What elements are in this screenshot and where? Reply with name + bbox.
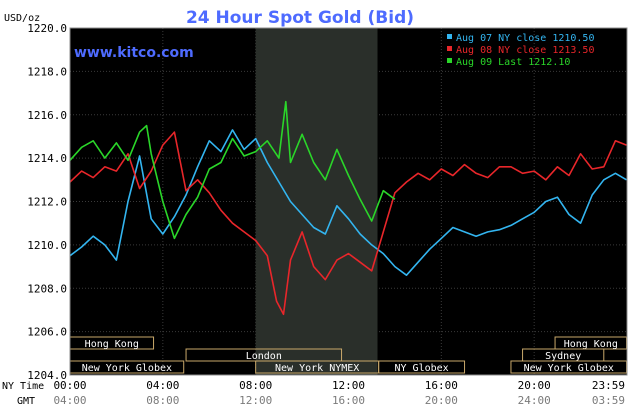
x-tick-label-gmt: 16:00 xyxy=(332,394,365,407)
x-tick-label-ny: 08:00 xyxy=(239,379,272,392)
x-tick-label-gmt: 08:00 xyxy=(146,394,179,407)
x-tick-label-gmt: 04:00 xyxy=(53,394,86,407)
nymex-session-band xyxy=(255,28,378,375)
y-axis-unit-label: USD/oz xyxy=(4,13,40,24)
session-label: New York Globex xyxy=(82,363,172,374)
legend-swatch xyxy=(447,34,452,39)
y-tick-label: 1210.0 xyxy=(27,239,67,252)
session-label: Sydney xyxy=(545,351,581,362)
session-label: NY Globex xyxy=(395,363,449,374)
x-tick-label-ny: 00:00 xyxy=(53,379,86,392)
session-label: New York Globex xyxy=(524,363,614,374)
series-line-3 xyxy=(69,100,396,240)
y-tick-label: 1218.0 xyxy=(27,65,67,78)
x-tick-label-ny: 23:59 xyxy=(592,379,625,392)
axis-layer: 1220.0 1218.0 1216.0 1214.0 1212.0 1210.0 1208… xyxy=(27,22,625,407)
x-tick-label-ny: 04:00 xyxy=(146,379,179,392)
session-box xyxy=(378,360,466,374)
x-tick-label-gmt: 12:00 xyxy=(239,394,272,407)
x-tick-label-ny: 12:00 xyxy=(332,379,365,392)
watermark-url: www.kitco.com xyxy=(74,45,194,61)
legend-swatch xyxy=(447,46,452,51)
x-tick-label-gmt: 03:59 xyxy=(592,394,625,407)
x-row-label-gmt: GMT xyxy=(17,396,35,407)
series-line-1 xyxy=(69,129,627,277)
timestamp-label: August 09, 2018 14:07 xyxy=(468,15,607,28)
session-label: New York NYMEX xyxy=(275,363,359,374)
legend-entry: Aug 07 NY close 1210.50 xyxy=(456,33,594,44)
y-tick-label: 1204.0 xyxy=(27,369,67,382)
session-layer: Hong Kong London New York Globex New York N… xyxy=(69,336,628,374)
plot-frame xyxy=(69,27,628,376)
chart-title: 24 Hour Spot Gold (Bid) xyxy=(186,8,414,28)
x-tick-label-gmt: 20:00 xyxy=(425,394,458,407)
legend-entry: Aug 08 NY close 1213.50 xyxy=(456,45,594,56)
y-tick-label: 1212.0 xyxy=(27,196,67,209)
x-tick-label-ny: 16:00 xyxy=(425,379,458,392)
y-tick-label: 1208.0 xyxy=(27,282,67,295)
legend-entry: Aug 09 Last 1212.10 xyxy=(456,57,570,68)
x-tick-label-ny: 20:00 xyxy=(518,379,551,392)
nymex-band-layer xyxy=(255,28,378,375)
legend-swatch xyxy=(447,58,452,63)
y-tick-label: 1216.0 xyxy=(27,109,67,122)
series-line-2 xyxy=(69,131,627,316)
session-label: Hong Kong xyxy=(85,339,139,350)
session-label: Hong Kong xyxy=(564,339,618,350)
session-label: London xyxy=(246,351,282,362)
x-row-label-ny: NY Time xyxy=(2,381,44,392)
series-layer xyxy=(69,100,627,316)
y-tick-label: 1206.0 xyxy=(27,326,67,339)
y-tick-label: 1220.0 xyxy=(27,22,67,35)
x-tick-label-gmt: 24:00 xyxy=(518,394,551,407)
y-tick-label: 1214.0 xyxy=(27,152,67,165)
